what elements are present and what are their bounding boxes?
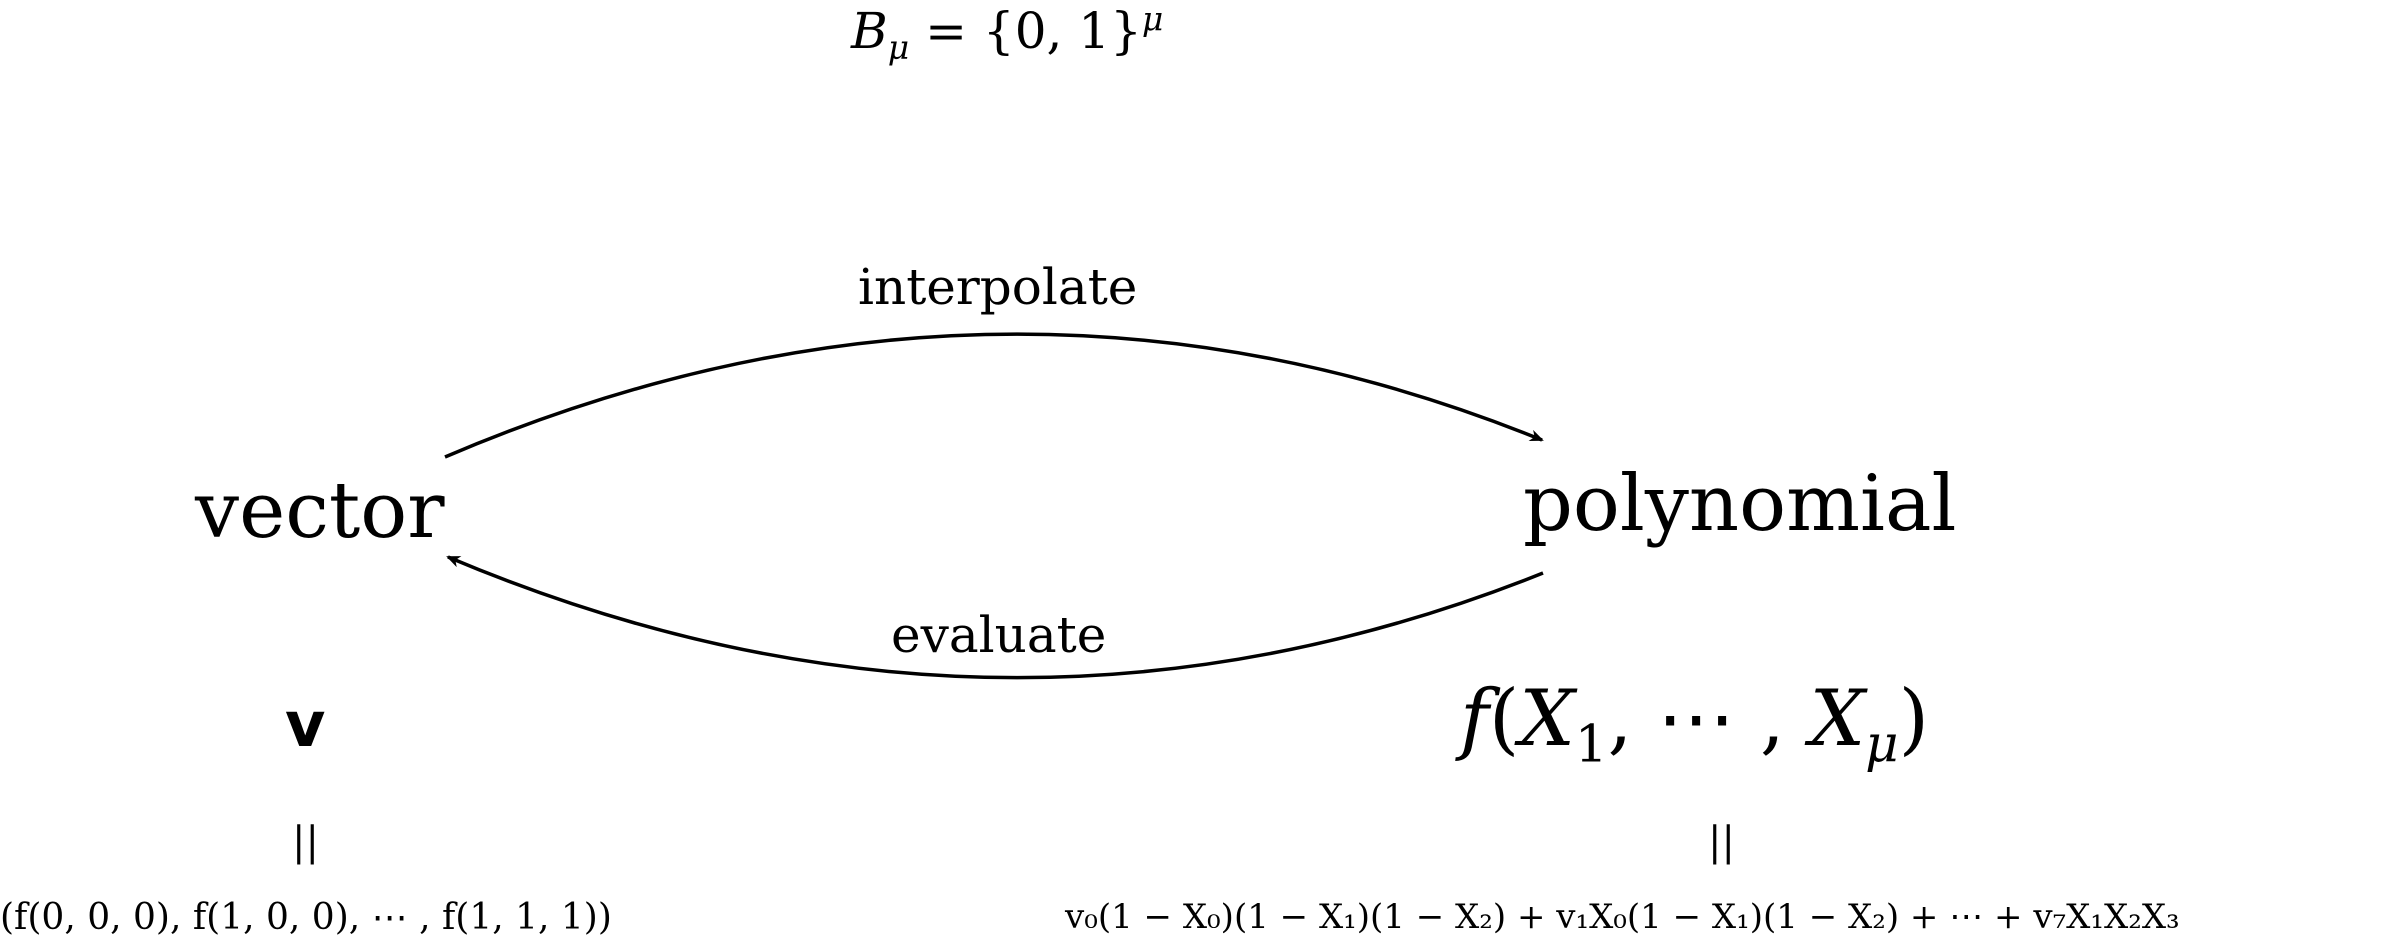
poly-xmu: X — [1809, 674, 1866, 764]
poly-ellipsis: , ⋯ , — [1607, 674, 1810, 764]
set-superscript: μ — [1141, 0, 1164, 38]
vector-symbol: v — [285, 688, 326, 761]
poly-xmu-sub: μ — [1865, 714, 1899, 775]
vector-node-label: vector — [195, 466, 445, 556]
set-subscript: μ — [887, 27, 910, 67]
polynomial-symbol: f(X1, ⋯ , Xμ) — [1460, 680, 1929, 770]
vector-equality-sign: || — [292, 819, 319, 865]
vector-expansion: (f(0, 0, 0), f(1, 0, 0), ⋯ , f(1, 1, 1)) — [0, 897, 612, 938]
evaluate-label: evaluate — [891, 606, 1107, 664]
poly-f: f — [1460, 674, 1489, 764]
polynomial-expansion: v₀(1 − X₀)(1 − X₁)(1 − X₂) + v₁X₀(1 − X₁… — [1065, 897, 2180, 937]
poly-open-paren: ( — [1488, 674, 1520, 764]
set-rhs: = {0, 1} — [909, 2, 1142, 60]
evaluate-arrow — [446, 555, 1544, 680]
interpolate-label: interpolate — [858, 258, 1138, 316]
set-definition: Bμ = {0, 1}μ — [851, 2, 1163, 64]
poly-x1: X — [1519, 674, 1575, 764]
polynomial-node-label: polynomial — [1523, 459, 1957, 549]
polynomial-equality-sign: || — [1708, 819, 1735, 865]
set-symbol: B — [851, 2, 888, 60]
poly-x1-sub: 1 — [1574, 714, 1608, 775]
interpolate-arrow — [444, 332, 1544, 459]
poly-close-paren: ) — [1898, 674, 1929, 764]
